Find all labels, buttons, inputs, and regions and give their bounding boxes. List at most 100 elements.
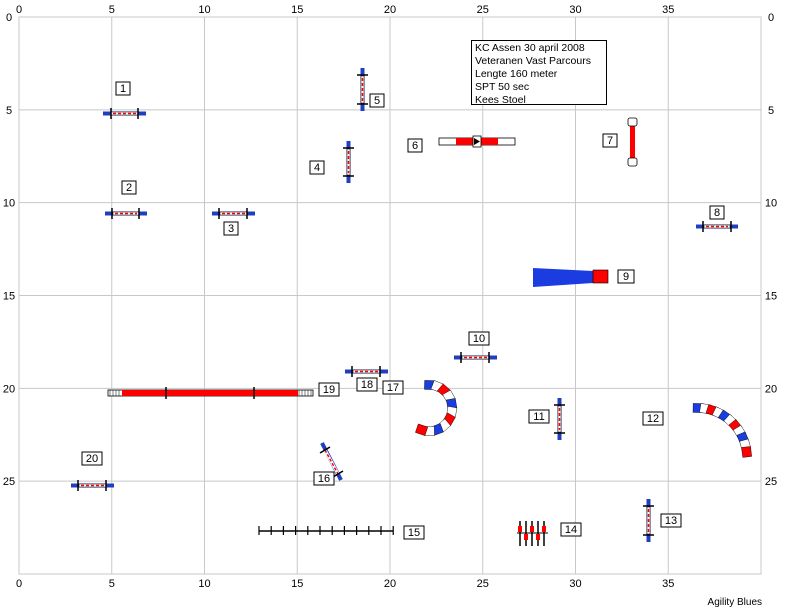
info-line-judge: Kees Stoel: [475, 94, 526, 106]
obstacles: [71, 68, 752, 546]
label-7: 7: [602, 133, 618, 148]
x-tick-bottom: 10: [198, 578, 210, 590]
obstacle-19-dog-walk: [107, 387, 314, 399]
y-tick-right: 0: [768, 12, 774, 24]
svg-text:6: 6: [412, 140, 418, 152]
x-tick-top: 30: [569, 4, 581, 16]
svg-text:12: 12: [647, 413, 659, 425]
label-20: 20: [81, 451, 103, 466]
obstacle-1-jump: [103, 108, 146, 119]
svg-text:13: 13: [665, 515, 677, 527]
obstacle-14-weave-poles: [517, 521, 548, 546]
info-line-length: Lengte 160 meter: [475, 68, 558, 80]
y-tick-right: 25: [765, 476, 777, 488]
x-tick-bottom: 15: [291, 578, 303, 590]
obstacle-20-jump: [71, 480, 114, 491]
svg-text:11: 11: [533, 411, 544, 423]
obstacle-8-jump: [696, 221, 738, 232]
label-3: 3: [223, 221, 239, 236]
label-9: 9: [617, 269, 635, 284]
label-11: 11: [528, 409, 550, 424]
x-tick-top: 15: [291, 4, 303, 16]
obstacle-18-jump: [345, 366, 388, 377]
x-tick-bottom: 5: [109, 578, 115, 590]
label-19: 19: [318, 382, 340, 397]
obstacle-10-jump: [454, 352, 497, 363]
obstacle-11-jump: [554, 398, 565, 440]
y-tick-left: 5: [6, 105, 12, 117]
svg-text:14: 14: [565, 524, 577, 536]
grid-lines: [18, 16, 762, 575]
x-tick-bottom: 20: [384, 578, 396, 590]
obstacle-12-tunnel: [692, 403, 752, 458]
x-tick-bottom: 35: [662, 578, 674, 590]
svg-text:1: 1: [120, 83, 126, 95]
svg-text:17: 17: [387, 382, 399, 394]
label-4: 4: [309, 160, 325, 175]
x-tick-bottom: 30: [569, 578, 581, 590]
obstacle-5-jump: [357, 68, 368, 111]
y-tick-right: 5: [768, 105, 774, 117]
info-line-club: KC Assen 30 april 2008: [475, 42, 585, 54]
svg-text:4: 4: [314, 162, 320, 174]
obstacle-4-jump: [343, 141, 354, 183]
svg-text:15: 15: [408, 527, 420, 539]
svg-text:16: 16: [318, 473, 330, 485]
y-tick-left: 10: [3, 198, 15, 210]
svg-text:19: 19: [323, 384, 335, 396]
x-tick-top: 35: [662, 4, 674, 16]
label-10: 10: [468, 331, 490, 346]
y-tick-right: 10: [765, 198, 777, 210]
course-info-box: KC Assen 30 april 2008 Veteranen Vast Pa…: [471, 40, 607, 106]
x-tick-top: 0: [16, 4, 22, 16]
svg-text:8: 8: [714, 207, 720, 219]
obstacle-6-seesaw: [438, 135, 516, 148]
label-13: 13: [660, 513, 682, 528]
label-5: 5: [369, 93, 385, 108]
obstacle-9-chute-tunnel: [533, 268, 609, 287]
y-tick-left: 15: [3, 291, 15, 303]
label-8: 8: [709, 205, 725, 220]
x-tick-top: 25: [477, 4, 489, 16]
label-16: 16: [313, 471, 335, 486]
svg-text:18: 18: [361, 379, 373, 391]
y-tick-left: 0: [6, 12, 12, 24]
label-2: 2: [121, 180, 137, 195]
label-6: 6: [407, 138, 423, 153]
obstacle-16-jump: [319, 442, 344, 481]
info-line-spt: SPT 50 sec: [475, 81, 530, 93]
obstacle-number-labels: 1 2 3 4 5 6 7 8 9 10 11 12 13 14 15 16 1…: [81, 81, 725, 540]
y-tick-right: 15: [765, 291, 777, 303]
info-line-class: Veteranen Vast Parcours: [475, 55, 591, 67]
svg-text:2: 2: [126, 182, 132, 194]
obstacle-7-jump: [627, 117, 638, 167]
x-tick-top: 5: [109, 4, 115, 16]
svg-text:9: 9: [623, 271, 629, 283]
obstacle-15-weave-poles: [258, 526, 394, 535]
svg-text:20: 20: [86, 453, 98, 465]
label-17: 17: [382, 380, 404, 395]
label-18: 18: [356, 377, 378, 392]
y-tick-right: 20: [765, 383, 777, 395]
y-tick-left: 20: [3, 383, 15, 395]
x-tick-top: 10: [198, 4, 210, 16]
obstacle-13-jump: [643, 499, 654, 542]
svg-text:3: 3: [228, 223, 234, 235]
obstacle-3-jump: [212, 208, 255, 219]
label-1: 1: [115, 81, 131, 96]
label-15: 15: [403, 525, 425, 540]
label-12: 12: [642, 411, 664, 426]
obstacle-17-tunnel: [415, 380, 458, 436]
y-tick-left: 25: [3, 476, 15, 488]
x-tick-bottom: 0: [16, 578, 22, 590]
label-14: 14: [560, 522, 582, 537]
svg-text:7: 7: [607, 135, 613, 147]
obstacle-2-jump: [105, 208, 147, 219]
svg-text:5: 5: [374, 95, 380, 107]
svg-text:10: 10: [473, 333, 485, 345]
footer-credit: Agility Blues: [707, 597, 762, 608]
x-tick-bottom: 25: [477, 578, 489, 590]
x-tick-top: 20: [384, 4, 396, 16]
